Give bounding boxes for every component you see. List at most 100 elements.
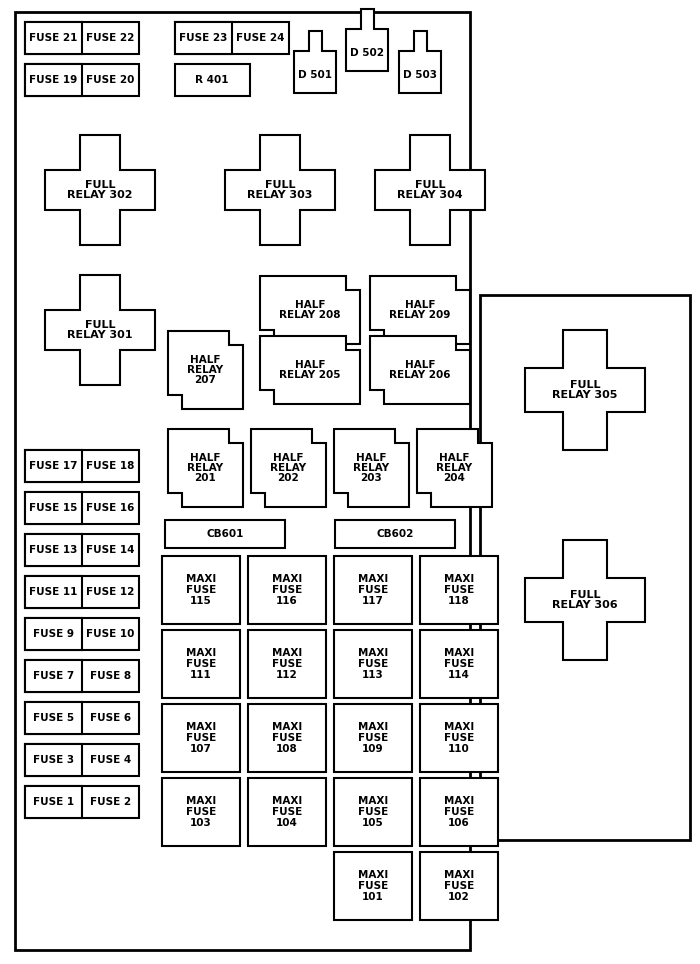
Text: 111: 111 (190, 670, 212, 680)
Text: MAXI: MAXI (358, 796, 388, 806)
Text: FUSE: FUSE (272, 807, 302, 817)
Bar (25, 576, 82, 608)
Text: CB602: CB602 (377, 529, 414, 539)
Text: FUSE 12: FUSE 12 (86, 587, 134, 597)
Text: MAXI: MAXI (272, 574, 302, 584)
Polygon shape (370, 336, 470, 404)
Bar (420, 630, 498, 698)
Text: HALF: HALF (295, 360, 326, 370)
Text: HALF: HALF (273, 453, 303, 463)
Polygon shape (525, 330, 645, 450)
Text: MAXI: MAXI (444, 574, 474, 584)
Text: 110: 110 (448, 744, 470, 754)
Polygon shape (251, 429, 326, 507)
Text: RELAY 303: RELAY 303 (247, 191, 313, 201)
Bar (420, 556, 498, 624)
Text: MAXI: MAXI (272, 648, 302, 658)
Text: FUSE 18: FUSE 18 (86, 461, 134, 471)
Text: HALF: HALF (190, 453, 220, 463)
Text: FUSE 10: FUSE 10 (86, 629, 134, 639)
Bar (25, 786, 82, 818)
Text: 201: 201 (194, 473, 216, 483)
Polygon shape (525, 540, 645, 660)
Bar (25, 22, 139, 54)
Bar (334, 556, 412, 624)
Polygon shape (225, 135, 335, 245)
Bar (25, 702, 82, 734)
Text: FUSE 7: FUSE 7 (33, 671, 74, 681)
Text: RELAY: RELAY (187, 463, 223, 473)
Text: FUSE: FUSE (272, 585, 302, 595)
Text: 105: 105 (362, 818, 384, 828)
Text: D 503: D 503 (403, 70, 437, 80)
Bar (25, 450, 139, 482)
Text: FUSE: FUSE (444, 881, 474, 891)
Bar (25, 576, 139, 608)
Text: FUSE 21: FUSE 21 (29, 33, 78, 43)
Polygon shape (167, 429, 242, 507)
Bar (25, 744, 82, 776)
Text: MAXI: MAXI (444, 796, 474, 806)
Bar (334, 630, 412, 698)
Text: 114: 114 (448, 670, 470, 680)
Text: 107: 107 (190, 744, 212, 754)
Bar (25, 618, 139, 650)
Bar (162, 704, 240, 772)
Text: 115: 115 (190, 596, 212, 606)
Text: FUSE 16: FUSE 16 (86, 503, 134, 513)
Bar (25, 744, 139, 776)
Polygon shape (167, 331, 242, 409)
Text: MAXI: MAXI (186, 574, 216, 584)
Text: 103: 103 (190, 818, 212, 828)
Text: FULL: FULL (570, 380, 601, 389)
Text: RELAY 305: RELAY 305 (552, 390, 617, 400)
Text: FUSE: FUSE (358, 659, 388, 669)
Text: RELAY 209: RELAY 209 (389, 310, 451, 320)
Text: FUSE 24: FUSE 24 (237, 33, 285, 43)
Bar (15, 12, 470, 950)
Bar (162, 778, 240, 846)
Text: FUSE 14: FUSE 14 (86, 545, 134, 555)
Bar (25, 492, 139, 524)
Text: MAXI: MAXI (358, 574, 388, 584)
Text: FUSE: FUSE (272, 733, 302, 743)
Text: MAXI: MAXI (272, 722, 302, 732)
Polygon shape (416, 429, 491, 507)
Text: FUSE 5: FUSE 5 (33, 713, 74, 723)
Bar (25, 660, 139, 692)
Text: FUSE 13: FUSE 13 (29, 545, 78, 555)
Text: 102: 102 (448, 892, 470, 902)
Text: MAXI: MAXI (444, 870, 474, 880)
Text: MAXI: MAXI (186, 722, 216, 732)
Polygon shape (260, 336, 360, 404)
Text: RELAY: RELAY (187, 365, 223, 375)
Text: FUSE 3: FUSE 3 (33, 755, 74, 765)
Bar (25, 618, 82, 650)
Polygon shape (260, 276, 360, 344)
Bar (25, 534, 139, 566)
Text: 207: 207 (194, 375, 216, 385)
Bar (334, 704, 412, 772)
Bar (175, 22, 289, 54)
Text: MAXI: MAXI (444, 722, 474, 732)
Bar (25, 534, 82, 566)
Text: FUSE: FUSE (444, 659, 474, 669)
Text: MAXI: MAXI (186, 796, 216, 806)
Text: FUSE 22: FUSE 22 (86, 33, 134, 43)
Bar (420, 852, 498, 920)
Bar (25, 492, 82, 524)
Text: FUSE 9: FUSE 9 (33, 629, 74, 639)
Polygon shape (346, 9, 388, 71)
Text: FUSE 2: FUSE 2 (90, 797, 131, 807)
Text: FUSE: FUSE (358, 733, 388, 743)
Text: 203: 203 (360, 473, 382, 483)
Text: FULL: FULL (265, 179, 295, 190)
Text: RELAY 206: RELAY 206 (389, 370, 451, 380)
Polygon shape (375, 135, 485, 245)
Text: RELAY 306: RELAY 306 (552, 601, 618, 610)
Text: D 501: D 501 (298, 70, 332, 80)
Bar (420, 704, 498, 772)
Text: FUSE: FUSE (186, 807, 216, 817)
Text: HALF: HALF (405, 300, 435, 310)
Text: 113: 113 (362, 670, 384, 680)
